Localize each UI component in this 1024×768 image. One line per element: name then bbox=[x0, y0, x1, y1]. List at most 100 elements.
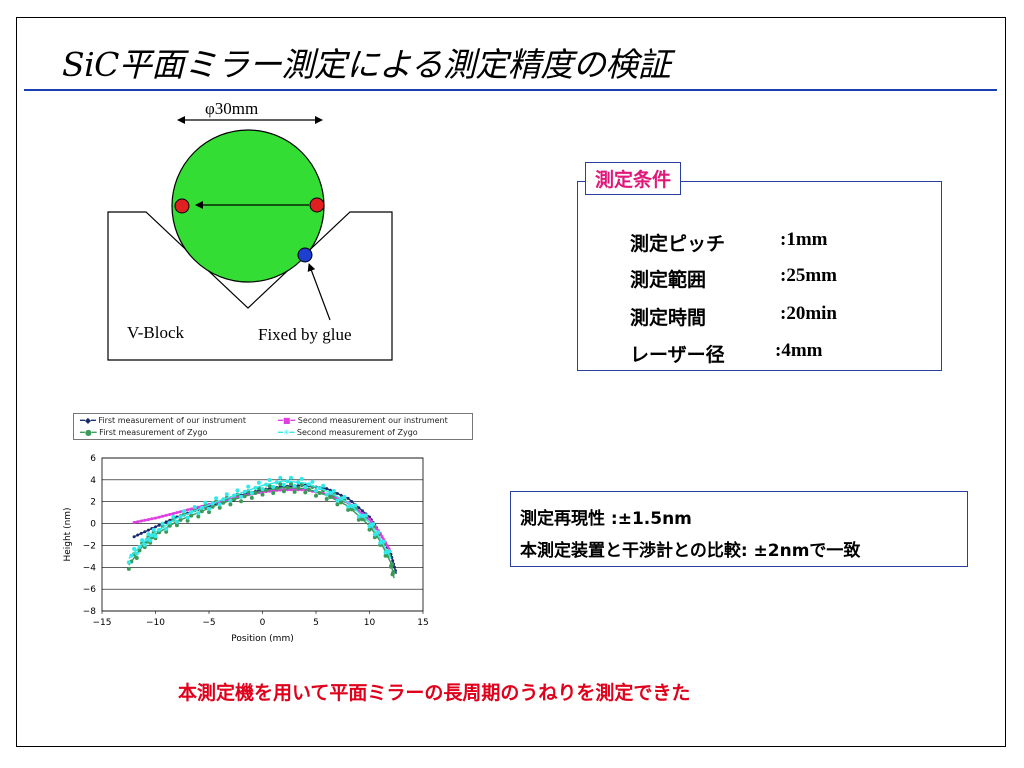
y-tick-label: −2 bbox=[83, 541, 96, 551]
series-point bbox=[175, 511, 179, 515]
series-point bbox=[134, 556, 139, 560]
series-point bbox=[149, 533, 154, 538]
series-line bbox=[128, 486, 395, 579]
series-point bbox=[292, 483, 297, 488]
series-point bbox=[253, 485, 258, 490]
series-point bbox=[260, 487, 265, 492]
series-point bbox=[179, 510, 182, 514]
series-point bbox=[232, 493, 236, 498]
series-point bbox=[314, 493, 318, 498]
series-point bbox=[317, 491, 322, 495]
series-point bbox=[228, 498, 233, 503]
y-tick-label: 0 bbox=[90, 520, 96, 530]
series-point bbox=[164, 520, 168, 524]
series-point bbox=[154, 516, 157, 520]
series-point bbox=[281, 482, 286, 487]
series-point bbox=[178, 517, 183, 522]
series-point bbox=[267, 478, 272, 482]
series-point bbox=[217, 505, 222, 510]
series-point bbox=[331, 489, 336, 493]
x-tick-label: −10 bbox=[146, 618, 165, 628]
legend-item: ━■━ Second measurement our instrument bbox=[278, 416, 448, 425]
series-point bbox=[363, 513, 368, 518]
series-point bbox=[317, 486, 322, 491]
series-point bbox=[129, 553, 134, 558]
y-tick-label: 6 bbox=[90, 454, 96, 464]
series-point bbox=[151, 527, 156, 532]
series-point bbox=[267, 483, 272, 488]
series-point bbox=[178, 514, 183, 519]
slide-frame bbox=[16, 17, 1006, 747]
series-point bbox=[150, 517, 154, 521]
series-point bbox=[207, 506, 211, 511]
series-point bbox=[271, 491, 276, 495]
series-point bbox=[157, 515, 161, 519]
series-point bbox=[393, 565, 396, 569]
series-point bbox=[167, 523, 172, 528]
series-point bbox=[296, 486, 301, 491]
x-tick-label: 5 bbox=[313, 618, 319, 628]
series-point bbox=[199, 509, 204, 514]
series-point bbox=[164, 513, 168, 517]
x-axis-label: Position (mm) bbox=[231, 634, 293, 644]
series-point bbox=[185, 515, 190, 520]
series-point bbox=[328, 490, 333, 495]
series-point bbox=[353, 503, 358, 508]
series-point bbox=[239, 494, 244, 499]
series-point bbox=[278, 482, 283, 487]
title-underline bbox=[24, 89, 997, 91]
series-point bbox=[146, 518, 150, 522]
condition-value: :4mm bbox=[775, 340, 823, 361]
series-point bbox=[356, 517, 361, 522]
series-point bbox=[299, 476, 304, 481]
series-point bbox=[314, 488, 318, 493]
series-point bbox=[246, 484, 251, 489]
series-point bbox=[126, 560, 131, 565]
series-point bbox=[249, 491, 254, 495]
series-point bbox=[134, 551, 139, 556]
series-point bbox=[380, 535, 384, 538]
series-point bbox=[221, 497, 226, 502]
series-point bbox=[132, 535, 136, 539]
series-point bbox=[328, 495, 333, 499]
series-point bbox=[203, 500, 208, 505]
y-tick-label: 4 bbox=[90, 476, 96, 486]
series-point bbox=[157, 523, 161, 527]
condition-value: :1mm bbox=[780, 229, 828, 250]
series-point bbox=[221, 500, 226, 505]
series-point bbox=[260, 492, 265, 497]
series-point bbox=[342, 495, 347, 499]
series-point bbox=[143, 530, 147, 534]
series-point bbox=[164, 527, 169, 531]
series-point bbox=[189, 510, 194, 515]
glue-arrow bbox=[307, 263, 331, 321]
series-point bbox=[196, 514, 201, 519]
series-point bbox=[146, 532, 151, 537]
legend-item: ━◆━ First measurement of our instrument bbox=[80, 416, 247, 425]
series-point bbox=[161, 514, 165, 518]
series-point bbox=[346, 496, 350, 500]
results-box bbox=[510, 491, 968, 567]
series-point bbox=[148, 538, 153, 543]
series-point bbox=[306, 487, 311, 492]
series-point bbox=[136, 533, 140, 537]
series-point bbox=[140, 538, 145, 543]
condition-value: :20min bbox=[780, 303, 837, 324]
vblock-diagram bbox=[107, 116, 393, 361]
series-point bbox=[137, 544, 142, 549]
series-point bbox=[391, 569, 396, 574]
condition-label: 測定ピッチ bbox=[630, 233, 726, 255]
condition-value: :25mm bbox=[780, 265, 837, 286]
series-point bbox=[196, 511, 201, 516]
y-tick-label: −6 bbox=[83, 585, 97, 595]
series-point bbox=[210, 501, 215, 506]
series-point bbox=[349, 504, 354, 509]
series-point bbox=[274, 486, 279, 491]
series-point bbox=[360, 509, 364, 513]
series-point bbox=[136, 520, 140, 524]
height-profile-chart: 6 4 2 0 −2 −4 −6 −8−15 −10 −5 0 5 10 15 Position (mm) H… bbox=[63, 454, 429, 644]
slide-title: SiC平面ミラー測定による測定精度の検証 bbox=[62, 45, 671, 84]
condition-row: 測定ピッチ :1mm bbox=[630, 229, 827, 256]
series-point bbox=[171, 514, 176, 519]
series-point bbox=[242, 489, 247, 494]
